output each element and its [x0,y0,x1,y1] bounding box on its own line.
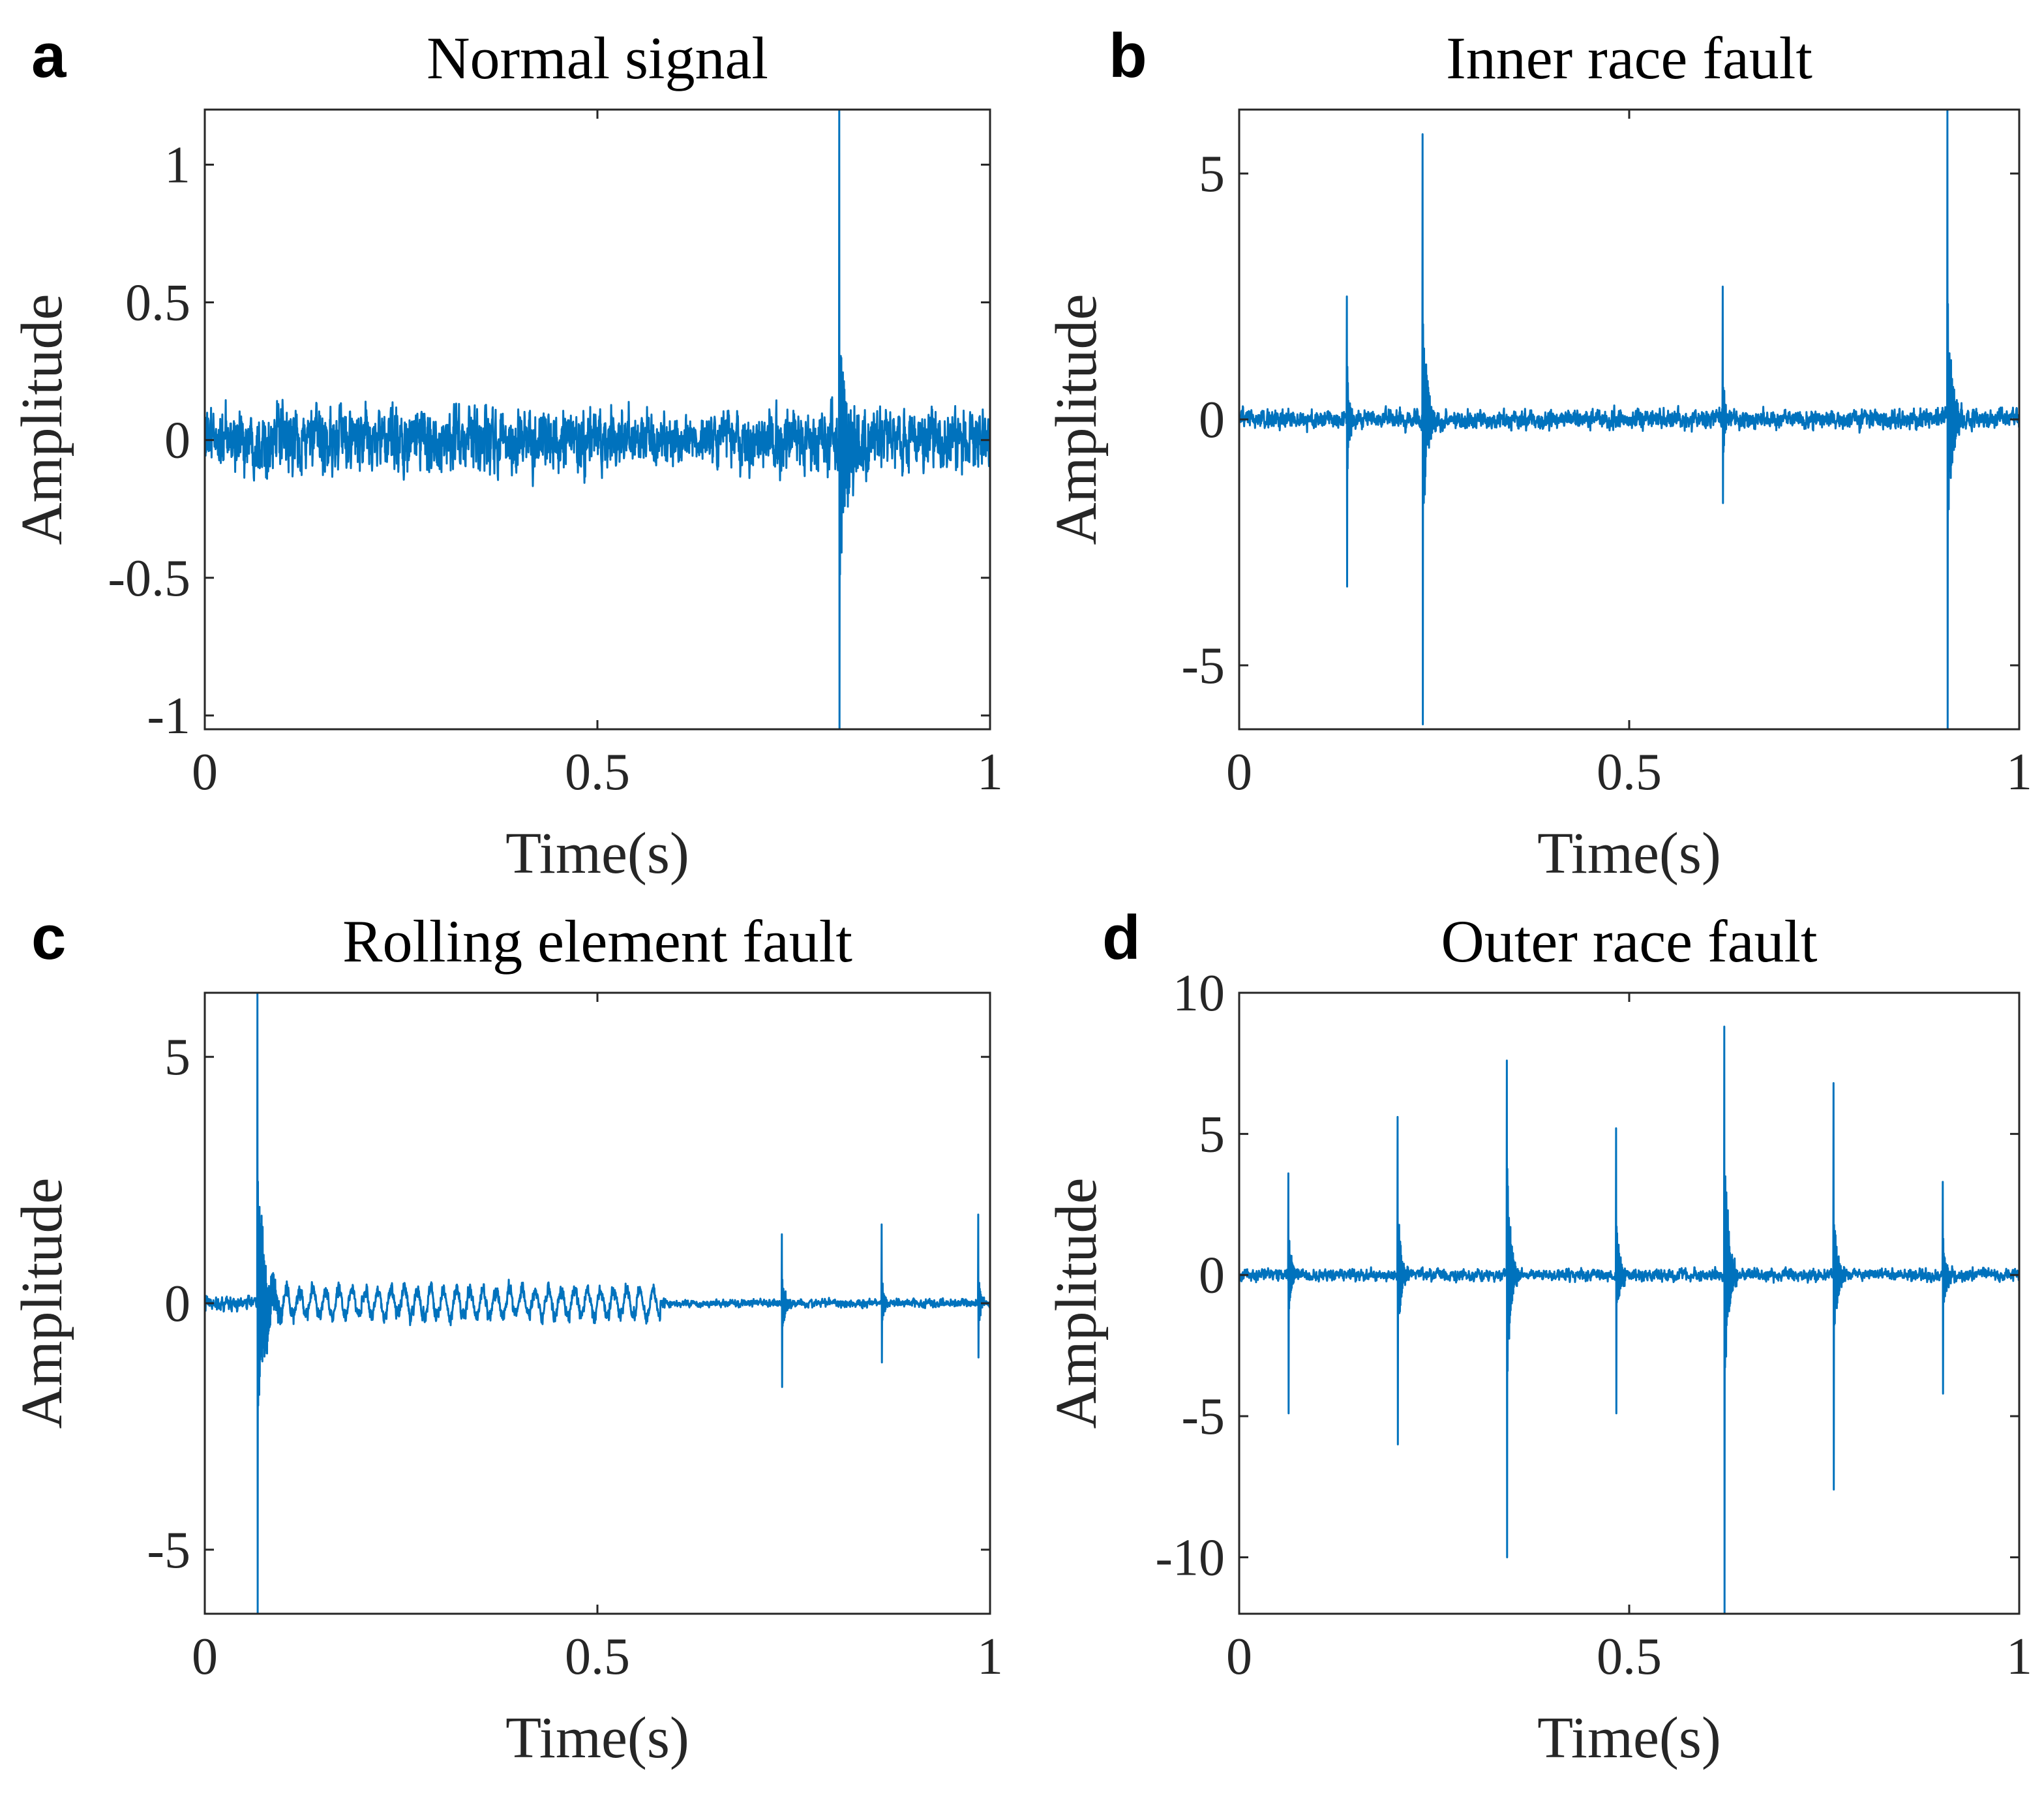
y-tick-label: 0 [164,1275,190,1333]
y-tick-label: 5 [1199,1106,1225,1163]
chart-title: Inner race fault [1446,25,1812,91]
chart-title: Normal signal [427,25,768,91]
y-tick-label: 0.5 [125,275,190,332]
x-tick-label: 0 [1226,1628,1252,1686]
y-tick-label: 1 [164,136,190,194]
y-axis-label: Amplitude [1044,1178,1109,1429]
chart-title: Outer race fault [1441,908,1818,975]
x-tick-label: 1 [2006,1628,2032,1686]
panel-d: 0 0.5 1 -10 -5 0 5 10 Time(s) Amplitude Outer race… [1044,903,2032,1770]
y-tick-label: -5 [1181,637,1225,695]
x-tick-label: 0 [192,744,218,801]
x-axis-label: Time(s) [505,821,689,886]
panel-a: 0 0.5 1 -1 -0.5 0 0.5 1 Time(s) Amplitude Normal s… [10,21,1003,886]
y-tick-label: -0.5 [108,550,190,607]
x-tick-label: 1 [977,1628,1003,1686]
chart-title: Rolling element fault [342,908,852,975]
x-tick-label: 0.5 [1597,1628,1662,1686]
y-tick-label: 10 [1173,965,1225,1022]
y-tick-label: 5 [1199,145,1225,203]
x-tick-label: 0.5 [1597,744,1662,801]
x-axis-label: Time(s) [1537,1706,1721,1770]
signal-line-c [205,993,990,1614]
x-tick-label: 0 [192,1628,218,1686]
y-tick-label: 0 [1199,1247,1225,1305]
panel-letter: a [31,21,67,91]
panel-letter: b [1109,21,1147,91]
y-tick-label: -10 [1155,1529,1225,1586]
y-tick-label: 0 [164,412,190,470]
x-tick-label: 1 [977,744,1003,801]
x-axis-label: Time(s) [505,1706,689,1770]
x-tick-label: 0.5 [565,1628,630,1686]
panel-letter: d [1102,903,1141,973]
y-axis-label: Amplitude [1044,294,1109,545]
y-tick-label: 5 [164,1029,190,1086]
signal-line-d [1239,1025,2019,1614]
x-tick-label: 1 [2006,744,2032,801]
signal-line-a [205,110,990,729]
signal-line-b [1239,110,2019,729]
x-tick-label: 0 [1226,744,1252,801]
y-tick-label: -5 [147,1522,190,1579]
y-tick-label: -1 [147,688,190,745]
axes-box-d [1238,991,2021,1615]
y-tick-label: 0 [1199,391,1225,449]
x-tick-label: 0.5 [565,744,630,801]
y-axis-label: Amplitude [10,1178,74,1429]
x-axis-label: Time(s) [1537,821,1721,886]
y-tick-label: -5 [1181,1388,1225,1445]
y-axis-label: Amplitude [10,294,74,545]
panel-letter: c [31,903,66,973]
